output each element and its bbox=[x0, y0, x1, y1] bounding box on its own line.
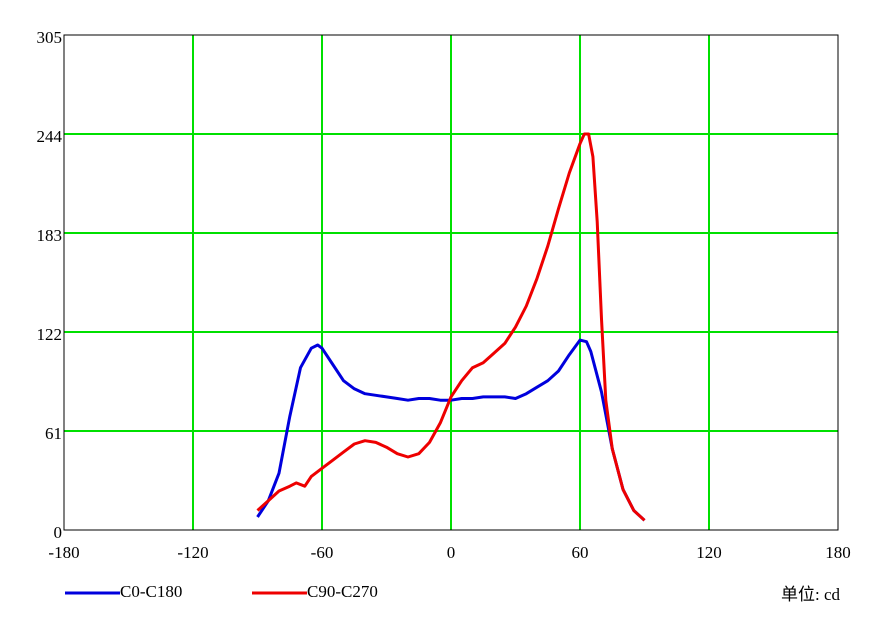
x-tick-label: -180 bbox=[48, 543, 79, 562]
x-tick-label: 120 bbox=[696, 543, 722, 562]
y-tick-label: 122 bbox=[37, 325, 63, 344]
legend-label: C0-C180 bbox=[120, 582, 182, 601]
y-tick-label: 244 bbox=[37, 127, 63, 146]
line bbox=[256, 132, 646, 522]
x-tick-label: -120 bbox=[177, 543, 208, 562]
y-tick-label: 183 bbox=[37, 226, 63, 245]
y-tick-label: 61 bbox=[45, 424, 62, 443]
x-tick-label: 0 bbox=[447, 543, 456, 562]
y-tick-label: 0 bbox=[54, 523, 63, 542]
unit-label: 单位: cd bbox=[781, 585, 841, 604]
x-tick-label: 180 bbox=[825, 543, 851, 562]
y-tick-label: 305 bbox=[37, 28, 63, 47]
plot-frame bbox=[63, 34, 839, 531]
x-tick-label: 60 bbox=[572, 543, 589, 562]
x-tick-label: -60 bbox=[311, 543, 334, 562]
legend-label: C90-C270 bbox=[307, 582, 378, 601]
